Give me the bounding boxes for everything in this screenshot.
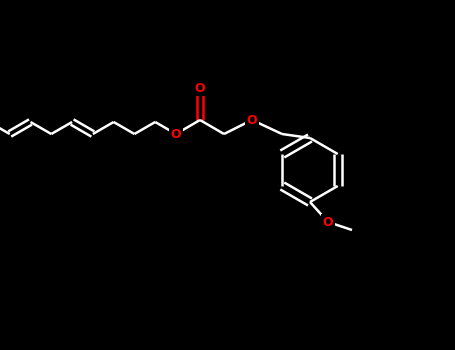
Text: O: O xyxy=(171,127,181,140)
Text: O: O xyxy=(323,216,334,229)
Text: O: O xyxy=(247,113,258,126)
Text: O: O xyxy=(195,82,205,95)
